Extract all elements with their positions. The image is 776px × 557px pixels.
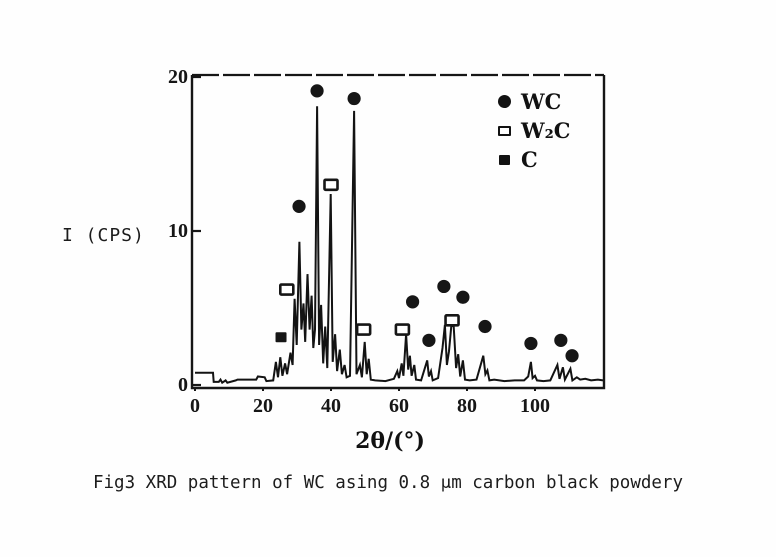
- y-tick-label-10: 10: [168, 220, 188, 242]
- legend-item-w2c: W₂C: [495, 116, 571, 145]
- legend-item-c: C: [495, 145, 571, 174]
- x-tick-label-100: 100: [520, 395, 550, 417]
- legend-item-wc: WC: [495, 87, 571, 116]
- x-axis-title: 2θ/(°): [355, 428, 425, 454]
- c-markers: [275, 332, 287, 343]
- legend: WC W₂C C: [495, 87, 571, 174]
- figure-caption: Fig3 XRD pattern of WC asing 0.8 μm carb…: [92, 473, 683, 493]
- legend-label-w2c: W₂C: [521, 118, 571, 143]
- y-axis-title: I (CPS): [62, 225, 145, 246]
- w2c-open-square-icon: [495, 125, 513, 136]
- plot-axes: [190, 73, 606, 391]
- legend-label-c: C: [521, 147, 538, 172]
- w2c-markers: [278, 178, 460, 336]
- wc-markers: [292, 84, 579, 363]
- c-filled-square-icon: [495, 154, 513, 165]
- wc-filled-circle-icon: [495, 95, 513, 108]
- y-tick-label-0: 0: [178, 374, 188, 396]
- legend-label-wc: WC: [521, 89, 562, 114]
- x-tick-label-20: 20: [253, 395, 273, 417]
- x-tick-label-40: 40: [321, 395, 341, 417]
- x-tick-label-60: 60: [389, 395, 409, 417]
- phase-marker-layer: [275, 84, 579, 363]
- xrd-intensity-trace: [195, 106, 604, 385]
- x-tick-label-80: 80: [457, 395, 477, 417]
- xrd-trace-path: [195, 106, 604, 385]
- x-tick-label-0: 0: [190, 395, 200, 417]
- y-tick-label-20: 20: [168, 66, 188, 88]
